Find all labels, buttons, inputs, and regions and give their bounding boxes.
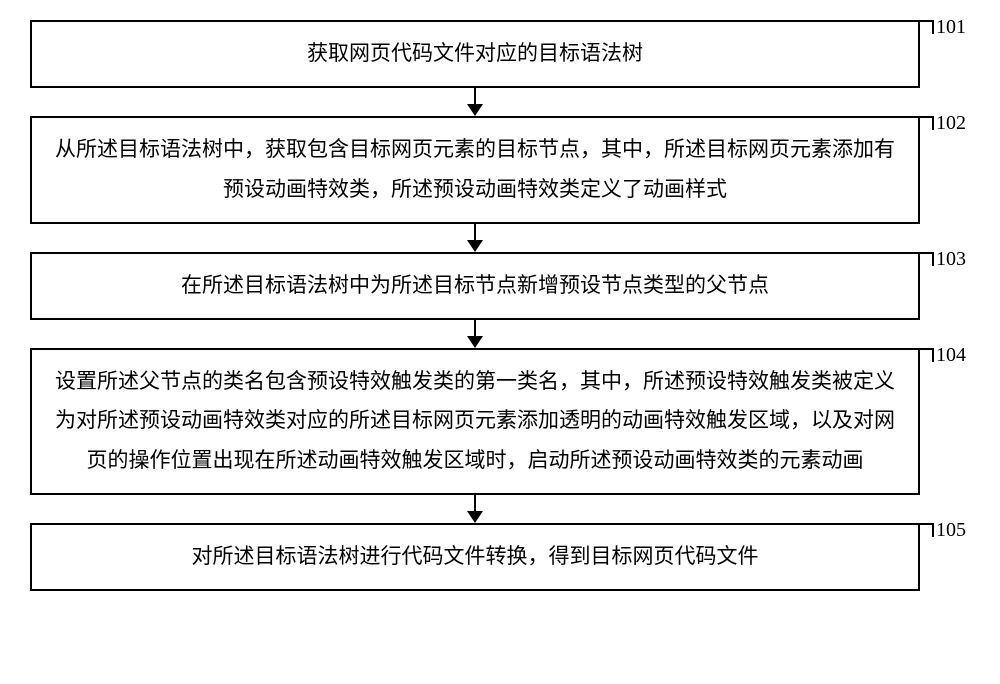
- step-box: 对所述目标语法树进行代码文件转换，得到目标网页代码文件: [30, 523, 920, 591]
- arrow-down-icon: [467, 336, 483, 348]
- step-number: 103: [936, 248, 966, 271]
- step-box: 在所述目标语法树中为所述目标节点新增预设节点类型的父节点: [30, 252, 920, 320]
- step-text: 从所述目标语法树中，获取包含目标网页元素的目标节点，其中，所述目标网页元素添加有…: [52, 130, 898, 210]
- step-text: 设置所述父节点的类名包含预设特效触发类的第一类名，其中，所述预设特效触发类被定义…: [52, 362, 898, 482]
- label-tick-icon: [920, 348, 934, 362]
- label-tick-icon: [920, 20, 934, 34]
- step-number: 105: [936, 519, 966, 542]
- step-103: 在所述目标语法树中为所述目标节点新增预设节点类型的父节点 103: [30, 252, 970, 320]
- step-101: 获取网页代码文件对应的目标语法树 101: [30, 20, 970, 88]
- step-text: 对所述目标语法树进行代码文件转换，得到目标网页代码文件: [192, 537, 759, 577]
- step-box: 从所述目标语法树中，获取包含目标网页元素的目标节点，其中，所述目标网页元素添加有…: [30, 116, 920, 224]
- step-number: 104: [936, 344, 966, 367]
- step-104: 设置所述父节点的类名包含预设特效触发类的第一类名，其中，所述预设特效触发类被定义…: [30, 348, 970, 496]
- step-text: 在所述目标语法树中为所述目标节点新增预设节点类型的父节点: [181, 266, 769, 306]
- arrow-connector: [30, 88, 970, 116]
- flowchart-container: 获取网页代码文件对应的目标语法树 101 从所述目标语法树中，获取包含目标网页元…: [30, 20, 970, 591]
- arrow-down-icon: [467, 104, 483, 116]
- arrow-connector: [30, 320, 970, 348]
- step-text: 获取网页代码文件对应的目标语法树: [307, 34, 643, 74]
- arrow-connector: [30, 224, 970, 252]
- step-box: 获取网页代码文件对应的目标语法树: [30, 20, 920, 88]
- step-number: 101: [936, 16, 966, 39]
- arrow-down-icon: [467, 511, 483, 523]
- arrow-connector: [30, 495, 970, 523]
- step-number: 102: [936, 112, 966, 135]
- step-102: 从所述目标语法树中，获取包含目标网页元素的目标节点，其中，所述目标网页元素添加有…: [30, 116, 970, 224]
- step-box: 设置所述父节点的类名包含预设特效触发类的第一类名，其中，所述预设特效触发类被定义…: [30, 348, 920, 496]
- label-tick-icon: [920, 252, 934, 266]
- arrow-down-icon: [467, 240, 483, 252]
- label-tick-icon: [920, 523, 934, 537]
- step-105: 对所述目标语法树进行代码文件转换，得到目标网页代码文件 105: [30, 523, 970, 591]
- label-tick-icon: [920, 116, 934, 130]
